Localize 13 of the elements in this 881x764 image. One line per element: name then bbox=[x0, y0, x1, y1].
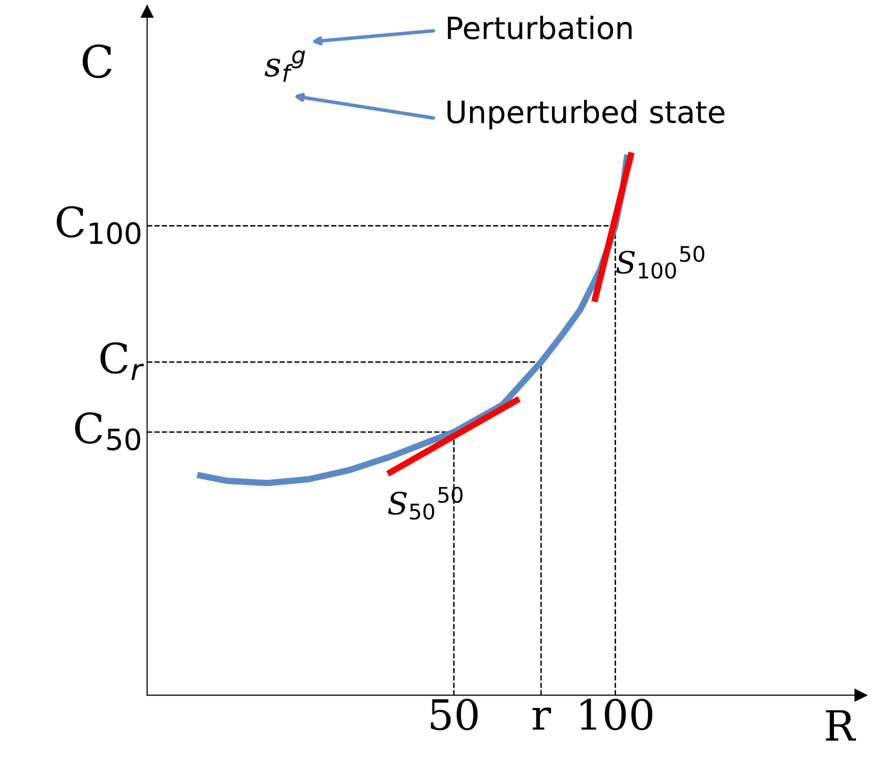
text: Perturbation bbox=[448, 16, 632, 40]
annotation: S$_{50}$$^{50}$ bbox=[388, 486, 463, 520]
x-axis-title: R bbox=[826, 710, 856, 741]
x-tick-label: 100 bbox=[580, 698, 652, 730]
ref-line-label: C$_{r}$ bbox=[100, 342, 144, 380]
y-axis-title: C bbox=[82, 44, 112, 78]
annotation: S$_{100}$$^{50}$ bbox=[616, 246, 704, 279]
text: s$_{f}$$^{g}$ bbox=[264, 50, 306, 82]
ref-line-label: C$_{50}$ bbox=[75, 412, 140, 450]
text: Unperturbed state bbox=[448, 100, 724, 130]
ref-line-label: C$_{100}$ bbox=[56, 206, 140, 244]
x-tick-label: r bbox=[532, 707, 552, 730]
x-tick-label: 50 bbox=[430, 698, 478, 730]
